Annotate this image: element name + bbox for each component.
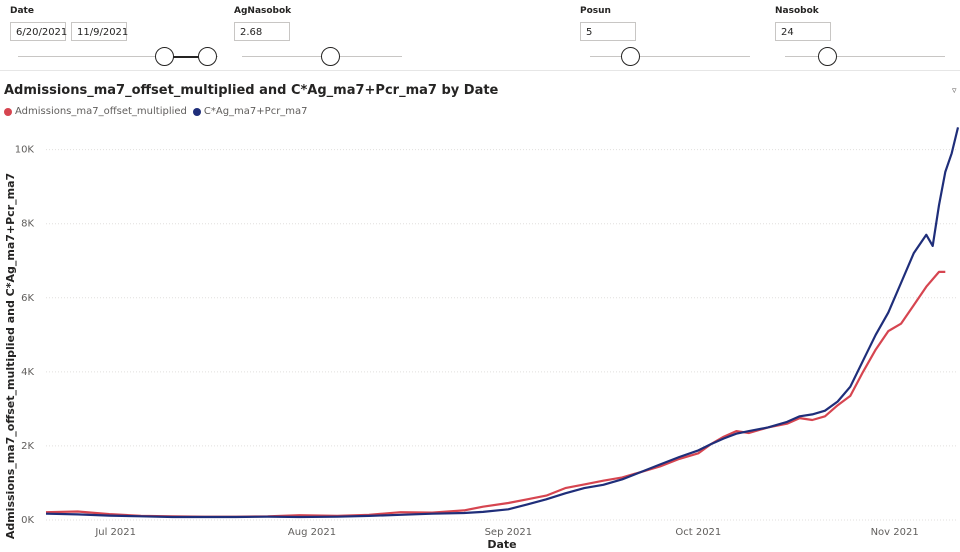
- date-end-handle[interactable]: [198, 47, 217, 66]
- x-tick-label: Sep 2021: [485, 527, 532, 538]
- y-tick-label: 6K: [21, 293, 34, 304]
- filter-icon[interactable]: ▿: [952, 86, 957, 96]
- y-axis-title: Admissions_ma7_offset_multiplied and C*A…: [4, 173, 17, 539]
- y-tick-label: 0K: [21, 515, 34, 526]
- nasobok-slider-track: [785, 56, 945, 57]
- series-line-0[interactable]: [45, 270, 946, 518]
- y-tick-label: 4K: [21, 367, 34, 378]
- posun-slider-track: [590, 56, 750, 57]
- date-start-handle[interactable]: [155, 47, 174, 66]
- y-tick-label: 10K: [15, 145, 35, 156]
- nasobok-slicer: Nasobok 24: [775, 0, 955, 70]
- date-slicer-title: Date: [10, 6, 34, 16]
- x-axis-title: Date: [487, 538, 516, 551]
- legend-item-admissions[interactable]: Admissions_ma7_offset_multiplied: [4, 106, 187, 117]
- legend-dot-cag: [192, 107, 201, 116]
- agnasobok-handle[interactable]: [321, 47, 340, 66]
- x-axis-ticks: Jul 2021 Aug 2021 Sep 2021 Oct 2021 Nov 2021: [94, 527, 918, 538]
- date-slider-range: [166, 56, 208, 58]
- posun-input[interactable]: 5: [580, 22, 636, 41]
- legend-item-cag[interactable]: C*Ag_ma7+Pcr_ma7: [192, 106, 308, 117]
- date-end-input[interactable]: 11/9/2021: [71, 22, 128, 41]
- agnasobok-slicer: AgNasobok 2.68: [232, 0, 412, 70]
- gridlines: [46, 149, 958, 521]
- x-tick-label: Aug 2021: [288, 527, 336, 538]
- agnasobok-title: AgNasobok: [234, 6, 292, 16]
- nasobok-title: Nasobok: [775, 6, 819, 16]
- chart-legend: Admissions_ma7_offset_multiplied C*Ag_ma…: [4, 106, 308, 117]
- series-line-1[interactable]: [45, 127, 960, 519]
- date-slicer: Date 6/20/2021 11/9/2021: [0, 0, 230, 70]
- posun-title: Posun: [580, 6, 611, 16]
- slicer-bar: Date 6/20/2021 11/9/2021 AgNasobok 2.68 …: [0, 0, 960, 71]
- nasobok-input[interactable]: 24: [775, 22, 831, 41]
- y-tick-label: 8K: [21, 219, 34, 230]
- legend-label-cag: C*Ag_ma7+Pcr_ma7: [203, 106, 308, 117]
- chart-title: Admissions_ma7_offset_multiplied and C*A…: [4, 83, 499, 98]
- agnasobok-input[interactable]: 2.68: [234, 22, 290, 41]
- date-start-input[interactable]: 6/20/2021: [10, 22, 67, 41]
- y-axis-ticks: 0K 2K 4K 6K 8K 10K: [15, 145, 35, 526]
- posun-handle[interactable]: [621, 47, 640, 66]
- x-tick-label: Oct 2021: [675, 527, 721, 538]
- nasobok-handle[interactable]: [818, 47, 837, 66]
- legend-label-admissions: Admissions_ma7_offset_multiplied: [15, 106, 187, 117]
- series-lines: [45, 127, 960, 519]
- line-chart: 0K 2K 4K 6K 8K 10K Jul 2021 Aug 2021 Sep 2021 Oc…: [4, 127, 960, 551]
- legend-dot-admissions: [4, 107, 12, 116]
- posun-slicer: Posun 5: [578, 0, 758, 70]
- y-tick-label: 2K: [21, 441, 34, 452]
- date-slider-track: [18, 56, 218, 57]
- x-tick-label: Jul 2021: [94, 527, 136, 538]
- x-tick-label: Nov 2021: [871, 527, 919, 538]
